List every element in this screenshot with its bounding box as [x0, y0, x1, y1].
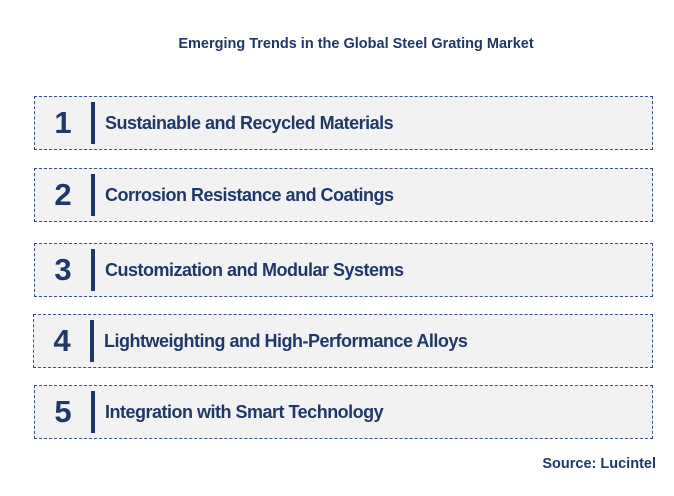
trend-item: 5 Integration with Smart Technology: [34, 385, 653, 439]
diagram-title: Emerging Trends in the Global Steel Grat…: [178, 36, 534, 52]
trend-divider: [91, 391, 95, 433]
trend-number: 3: [54, 252, 72, 287]
trend-label: Sustainable and Recycled Materials: [105, 113, 394, 133]
trend-number: 5: [54, 394, 72, 429]
trend-divider: [91, 102, 95, 144]
trend-divider: [91, 174, 95, 216]
trend-number: 4: [53, 323, 71, 358]
trend-number: 2: [54, 177, 72, 212]
source-credit: Source: Lucintel: [542, 456, 656, 472]
trend-item: 2 Corrosion Resistance and Coatings: [34, 168, 653, 222]
trend-label: Lightweighting and High-Performance Allo…: [104, 331, 468, 351]
trend-number: 1: [54, 105, 72, 140]
trend-divider: [90, 320, 94, 362]
trend-divider: [91, 249, 95, 291]
trend-item: 4 Lightweighting and High-Performance Al…: [33, 314, 653, 368]
trend-item: 3 Customization and Modular Systems: [34, 243, 653, 297]
trend-label: Customization and Modular Systems: [105, 260, 404, 280]
trend-item: 1 Sustainable and Recycled Materials: [34, 96, 653, 150]
trend-label: Integration with Smart Technology: [105, 402, 384, 422]
trend-label: Corrosion Resistance and Coatings: [105, 185, 394, 205]
